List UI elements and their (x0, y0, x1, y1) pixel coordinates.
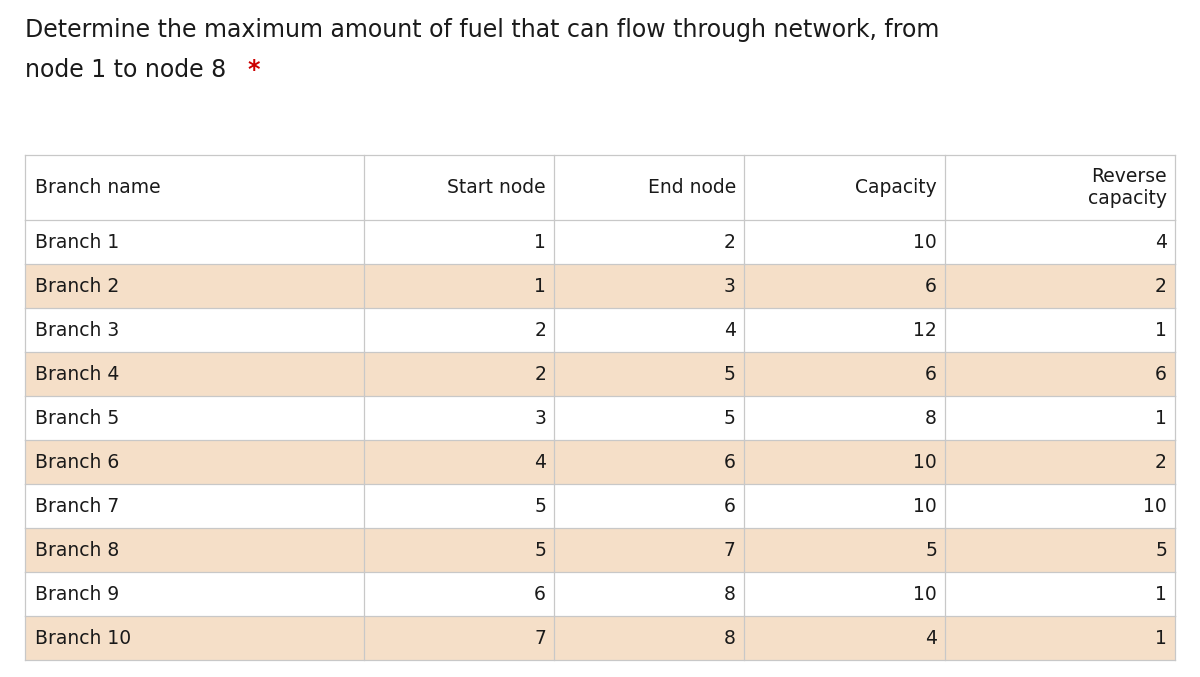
Text: 8: 8 (724, 628, 736, 647)
Text: 6: 6 (724, 496, 736, 515)
Text: Branch 8: Branch 8 (35, 540, 119, 559)
Text: Branch 10: Branch 10 (35, 628, 131, 647)
Text: 1: 1 (1156, 408, 1166, 427)
Text: 5: 5 (724, 408, 736, 427)
Text: 2: 2 (534, 364, 546, 383)
Text: 4: 4 (925, 628, 937, 647)
Text: Branch 4: Branch 4 (35, 364, 119, 383)
Text: 5: 5 (925, 540, 937, 559)
Bar (25, 396, 1175, 440)
Text: 12: 12 (913, 320, 937, 339)
Text: 3: 3 (534, 408, 546, 427)
Text: 5: 5 (724, 364, 736, 383)
Bar (25, 528, 1175, 572)
Text: 1: 1 (534, 232, 546, 251)
Text: 6: 6 (724, 452, 736, 471)
Text: 5: 5 (534, 540, 546, 559)
Bar (25, 616, 1175, 660)
Text: 2: 2 (1156, 276, 1166, 295)
Bar (25, 220, 1175, 264)
Bar (25, 440, 1175, 484)
Bar (25, 484, 1175, 528)
Text: Branch 3: Branch 3 (35, 320, 119, 339)
Text: 7: 7 (534, 628, 546, 647)
Text: 3: 3 (724, 276, 736, 295)
Text: 5: 5 (534, 496, 546, 515)
Text: 8: 8 (724, 584, 736, 603)
Text: Capacity: Capacity (856, 178, 937, 197)
Text: Branch 9: Branch 9 (35, 584, 119, 603)
Text: Branch 7: Branch 7 (35, 496, 119, 515)
Text: *: * (247, 58, 259, 82)
Text: 10: 10 (913, 452, 937, 471)
Text: 4: 4 (1154, 232, 1166, 251)
Text: 2: 2 (1156, 452, 1166, 471)
Text: 10: 10 (913, 496, 937, 515)
Text: Start node: Start node (448, 178, 546, 197)
Bar (25, 352, 1175, 396)
Bar (25, 572, 1175, 616)
Text: Branch 2: Branch 2 (35, 276, 119, 295)
Bar (25, 155, 1175, 220)
Text: End node: End node (648, 178, 736, 197)
Text: Branch 6: Branch 6 (35, 452, 119, 471)
Text: 5: 5 (1156, 540, 1166, 559)
Text: Determine the maximum amount of fuel that can flow through network, from: Determine the maximum amount of fuel tha… (25, 18, 940, 42)
Text: 4: 4 (724, 320, 736, 339)
Text: 2: 2 (724, 232, 736, 251)
Text: 1: 1 (1156, 584, 1166, 603)
Text: 1: 1 (534, 276, 546, 295)
Text: 10: 10 (913, 232, 937, 251)
Bar (25, 308, 1175, 352)
Bar (25, 264, 1175, 308)
Text: 8: 8 (925, 408, 937, 427)
Text: 6: 6 (925, 276, 937, 295)
Text: 1: 1 (1156, 628, 1166, 647)
Text: Branch name: Branch name (35, 178, 161, 197)
Text: Branch 1: Branch 1 (35, 232, 119, 251)
Text: Branch 5: Branch 5 (35, 408, 119, 427)
Text: 6: 6 (1156, 364, 1166, 383)
Text: 4: 4 (534, 452, 546, 471)
Text: 10: 10 (1144, 496, 1166, 515)
Text: 6: 6 (925, 364, 937, 383)
Text: 6: 6 (534, 584, 546, 603)
Text: node 1 to node 8: node 1 to node 8 (25, 58, 234, 82)
Text: 7: 7 (724, 540, 736, 559)
Text: 2: 2 (534, 320, 546, 339)
Text: 1: 1 (1156, 320, 1166, 339)
Text: Reverse
capacity: Reverse capacity (1088, 167, 1166, 208)
Text: 10: 10 (913, 584, 937, 603)
